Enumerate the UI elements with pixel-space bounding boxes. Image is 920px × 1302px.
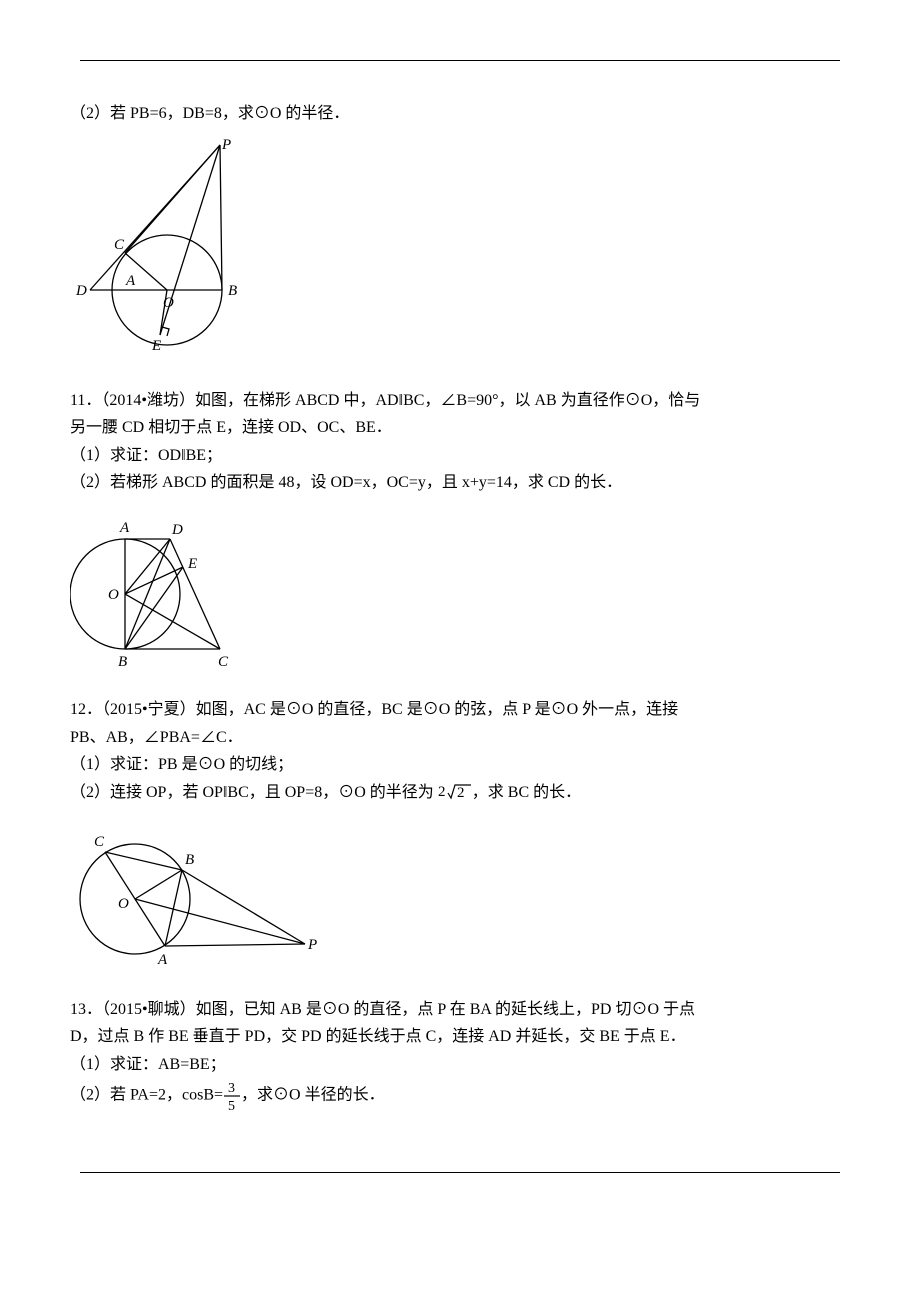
- q12-label-O: O: [118, 896, 129, 912]
- q12-p2: （2）连接 OP，若 OP‖BC，且 OP=8，⊙O 的半径为 2 2 ，求 B…: [70, 780, 850, 806]
- q10-figure: P C D A O B E: [70, 135, 850, 370]
- q12-label-P: P: [307, 937, 317, 953]
- q10-label-E: E: [151, 338, 161, 354]
- q10-label-P: P: [221, 137, 231, 153]
- q12-stem2: PB、AB，∠PBA=∠C．: [70, 725, 850, 751]
- q11-label-O: O: [108, 587, 119, 603]
- q10-block: （2）若 PB=6，DB=8，求⊙O 的半径．: [70, 101, 850, 370]
- q13-stem2: D，过点 B 作 BE 垂直于 PD，交 PD 的延长线于点 C，连接 AD 并…: [70, 1024, 850, 1050]
- q12-p2-a: （2）连接 OP，若 OP‖BC，且 OP=8，⊙O 的半径为: [70, 784, 438, 801]
- q11-block: 11．（2014•潍坊）如图，在梯形 ABCD 中，AD‖BC，∠B=90°，以…: [70, 388, 850, 679]
- q10-part2: （2）若 PB=6，DB=8，求⊙O 的半径．: [70, 101, 850, 127]
- top-rule: [80, 60, 840, 61]
- q12-p2-b: ，求 BC 的长．: [472, 784, 581, 801]
- q13-p2: （2）若 PA=2，cosB= 3 5 ，求⊙O 半径的长．: [70, 1080, 850, 1112]
- page: （2）若 PB=6，DB=8，求⊙O 的半径．: [0, 0, 920, 1302]
- q10-label-O: O: [163, 295, 174, 311]
- q12-label-A: A: [157, 952, 168, 968]
- q11-label-D: D: [171, 522, 183, 538]
- q12-block: 12．（2015•宁夏）如图，AC 是⊙O 的直径，BC 是⊙O 的弦，点 P …: [70, 697, 850, 979]
- q11-figure: A D E O B C: [70, 504, 850, 679]
- svg-text:2: 2: [438, 784, 446, 800]
- q11-label-A: A: [119, 520, 130, 536]
- svg-text:2: 2: [457, 785, 465, 801]
- q13-p1: （1）求证：AB=BE；: [70, 1052, 850, 1078]
- svg-text:3: 3: [228, 1081, 235, 1096]
- q11-label-C: C: [218, 654, 229, 670]
- q12-radical: 2 2: [438, 780, 472, 806]
- q11-p1: （1）求证：OD‖BE；: [70, 443, 850, 469]
- q13-fraction: 3 5: [223, 1080, 241, 1112]
- q11-label-E: E: [187, 556, 197, 572]
- bottom-rule: [80, 1172, 840, 1173]
- q10-label-A: A: [125, 273, 136, 289]
- q12-label-C: C: [94, 834, 105, 850]
- q13-p2-b: ，求⊙O 半径的长．: [241, 1086, 385, 1103]
- q10-label-C: C: [114, 237, 125, 253]
- q13-block: 13．（2015•聊城）如图，已知 AB 是⊙O 的直径，点 P 在 BA 的延…: [70, 997, 850, 1112]
- q10-label-B: B: [228, 283, 237, 299]
- q11-stem2: 另一腰 CD 相切于点 E，连接 OD、OC、BE．: [70, 415, 850, 441]
- q12-stem1: 12．（2015•宁夏）如图，AC 是⊙O 的直径，BC 是⊙O 的弦，点 P …: [70, 697, 850, 723]
- q13-p2-a: （2）若 PA=2，cosB=: [70, 1086, 223, 1103]
- q12-p1: （1）求证：PB 是⊙O 的切线；: [70, 752, 850, 778]
- q11-label-B: B: [118, 654, 127, 670]
- svg-text:5: 5: [228, 1099, 235, 1112]
- q12-figure: C B O A P: [70, 814, 850, 979]
- q11-stem1: 11．（2014•潍坊）如图，在梯形 ABCD 中，AD‖BC，∠B=90°，以…: [70, 388, 850, 414]
- q12-label-B: B: [185, 852, 194, 868]
- q10-label-D: D: [75, 283, 87, 299]
- q11-p2: （2）若梯形 ABCD 的面积是 48，设 OD=x，OC=y，且 x+y=14…: [70, 470, 850, 496]
- q13-stem1: 13．（2015•聊城）如图，已知 AB 是⊙O 的直径，点 P 在 BA 的延…: [70, 997, 850, 1023]
